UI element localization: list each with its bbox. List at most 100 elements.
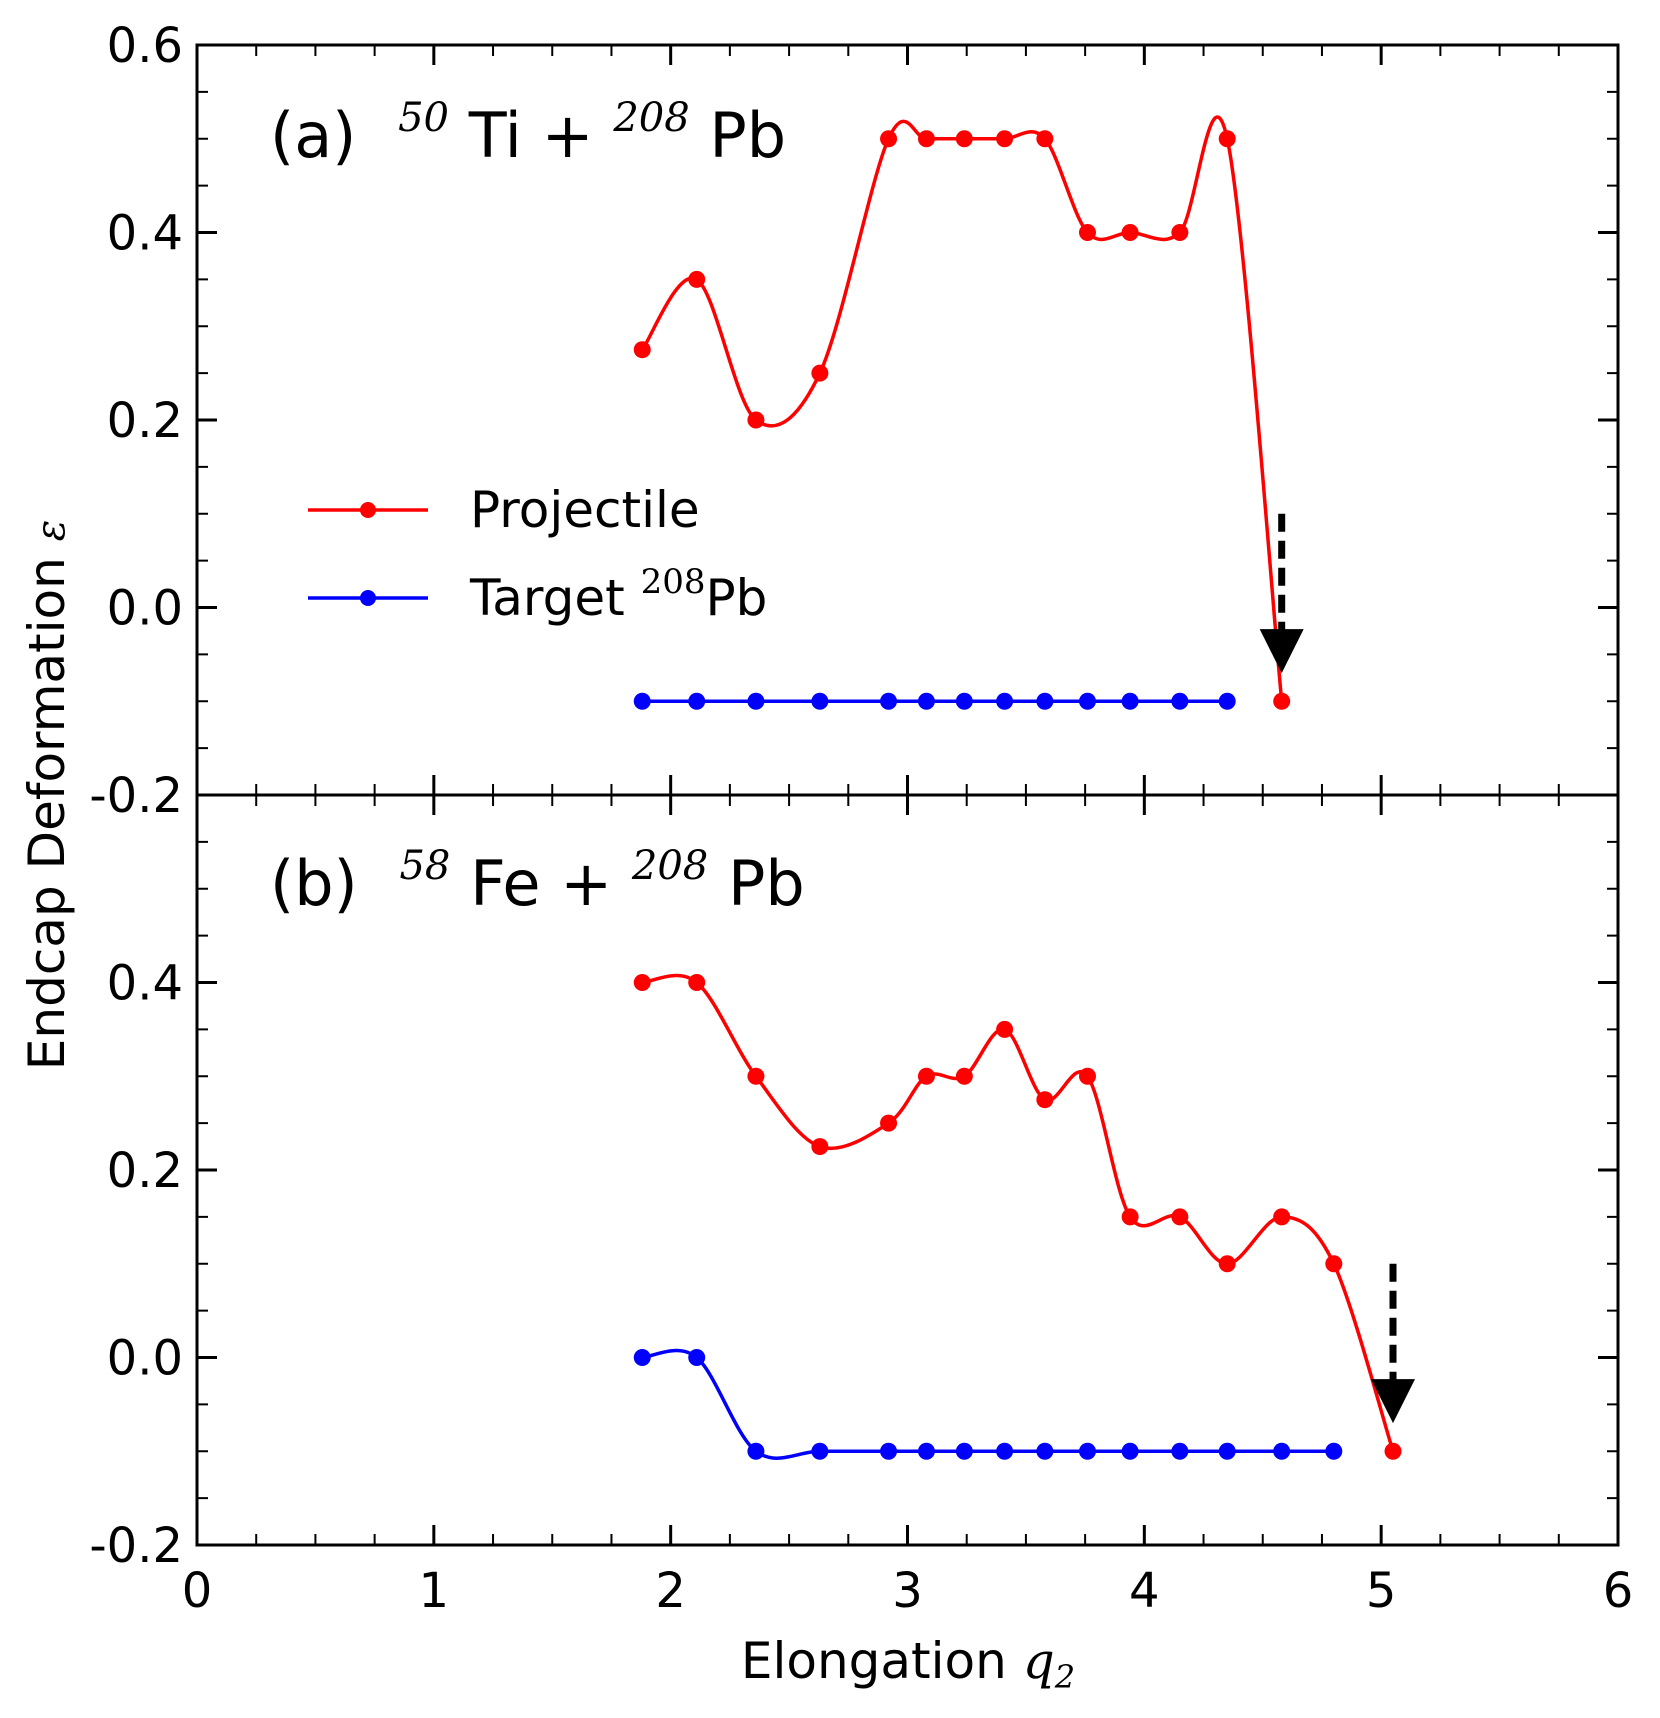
projectile-point: [1036, 130, 1054, 148]
target-point: [1078, 1442, 1096, 1460]
target-point: [917, 1442, 935, 1460]
projectile-point: [955, 130, 973, 148]
panel-b-arrow: [1371, 1263, 1416, 1424]
projectile-point: [1273, 1208, 1291, 1226]
target-point: [1218, 692, 1236, 710]
y-axis-title: Endcap Deformation ε: [18, 520, 76, 1070]
y-tick-label: 0.4: [107, 206, 183, 262]
panel-a-target-mass: 208: [612, 95, 689, 141]
panel-b-label: (b): [270, 847, 358, 920]
legend-projectile-label: Projectile: [470, 481, 700, 539]
target-point: [633, 1349, 651, 1366]
panel-b-projectile-symbol: Fe: [470, 847, 540, 920]
target-point: [880, 692, 898, 710]
y-tick-label: 0.0: [107, 1331, 183, 1387]
projectile-point: [1273, 692, 1291, 710]
projectile-point: [633, 341, 651, 359]
projectile-point: [1121, 1208, 1139, 1226]
target-point: [1121, 692, 1139, 710]
projectile-point: [747, 411, 765, 429]
target-point: [1325, 1442, 1343, 1460]
target-point: [1036, 692, 1054, 710]
legend-target-mass: 208: [641, 562, 706, 602]
panel-b-target-mass: 208: [631, 843, 708, 889]
target-point: [747, 1442, 765, 1460]
panel-a-ticks: [195, 43, 1620, 797]
target-point: [917, 692, 935, 710]
panel-b-y-tick-labels: -0.2 0.0 0.2 0.4: [89, 956, 183, 1575]
projectile-point: [917, 130, 935, 148]
panel-a-plus: +: [542, 99, 594, 172]
legend-target-marker: [360, 590, 376, 606]
projectile-point: [1078, 1067, 1096, 1085]
projectile-point: [1325, 1255, 1343, 1273]
axes-frame: [195, 43, 1620, 1547]
target-point: [633, 692, 651, 710]
y-tick-label: 0.0: [107, 581, 183, 637]
projectile-point: [1121, 224, 1139, 241]
y-tick-label: 0.2: [107, 1143, 183, 1199]
panel-b-projectile-mass: 58: [399, 843, 450, 889]
panel-a-points: [633, 130, 1291, 710]
target-point: [688, 1349, 706, 1366]
projectile-point: [811, 364, 829, 382]
panel-a-title: (a) 50 Ti + 208 Pb: [270, 73, 786, 172]
target-point: [811, 1442, 829, 1460]
projectile-point: [996, 1020, 1014, 1038]
y-tick-label: -0.2: [89, 1518, 183, 1574]
y-tick-label: -0.2: [89, 768, 183, 824]
legend-target-label: Target 208Pb: [469, 562, 767, 627]
panel-a-projectile-mass: 50: [398, 95, 449, 141]
y-axis-title-symbol: ε: [28, 520, 74, 541]
panel-a-label: (a): [270, 99, 356, 172]
projectile-point: [1218, 1255, 1236, 1273]
target-point: [1078, 692, 1096, 710]
target-point: [747, 692, 765, 710]
projectile-point: [811, 1138, 829, 1156]
panel-a-projectile-symbol: Ti: [468, 99, 522, 172]
projectile-point: [1036, 1091, 1054, 1109]
arrow-head: [1259, 629, 1304, 674]
target-point: [880, 1442, 898, 1460]
target-point: [688, 692, 706, 710]
panel-b-ticks: [195, 793, 1620, 1547]
panel-b-target-symbol: Pb: [728, 847, 805, 920]
x-axis-title-symbol: q: [1023, 1632, 1055, 1690]
target-point: [811, 692, 829, 710]
legend: Projectile Target 208Pb: [308, 481, 767, 627]
projectile-point: [1218, 130, 1236, 148]
target-point: [1218, 1442, 1236, 1460]
projectile-point: [955, 1067, 973, 1085]
target-point: [1121, 1442, 1139, 1460]
target-point: [996, 692, 1014, 710]
x-axis-title-subscript: 2: [1054, 1658, 1075, 1696]
legend-target-symbol: Pb: [706, 569, 768, 627]
panel-b-plus: +: [560, 847, 612, 920]
panel-a-y-tick-labels: -0.2 0.0 0.2 0.4 0.6: [89, 18, 183, 824]
projectile-point: [1078, 224, 1096, 241]
y-axis-title-text: Endcap Deformation: [18, 541, 76, 1070]
panel-b-points: [633, 974, 1402, 1460]
x-tick-label: 5: [1366, 1563, 1397, 1619]
x-tick-label: 3: [892, 1563, 923, 1619]
projectile-point: [633, 974, 651, 991]
panel-a: -0.2 0.0 0.2 0.4 0.6 (a) 50 Ti + 208 Pb Proj…: [89, 18, 1620, 824]
projectile-point: [880, 1114, 898, 1132]
target-point: [1171, 1442, 1189, 1460]
panel-a-target-symbol: Pb: [709, 99, 786, 172]
target-line: [642, 1348, 1334, 1460]
x-tick-label: 6: [1603, 1563, 1634, 1619]
target-point: [1171, 692, 1189, 710]
projectile-point: [917, 1067, 935, 1085]
panel-b: -0.2 0.0 0.2 0.4 0 1 2 3 4 5 6 (b) 58 Fe + 208 Pb: [89, 793, 1634, 1619]
y-tick-label: 0.4: [107, 956, 183, 1012]
panel-a-arrow: [1259, 513, 1304, 674]
target-point: [955, 692, 973, 710]
panel-b-title: (b) 58 Fe + 208 Pb: [270, 821, 805, 920]
projectile-point: [1171, 1208, 1189, 1226]
projectile-point: [1384, 1442, 1402, 1460]
projectile-point: [688, 270, 706, 288]
target-point: [996, 1442, 1014, 1460]
x-tick-label: 2: [655, 1563, 686, 1619]
